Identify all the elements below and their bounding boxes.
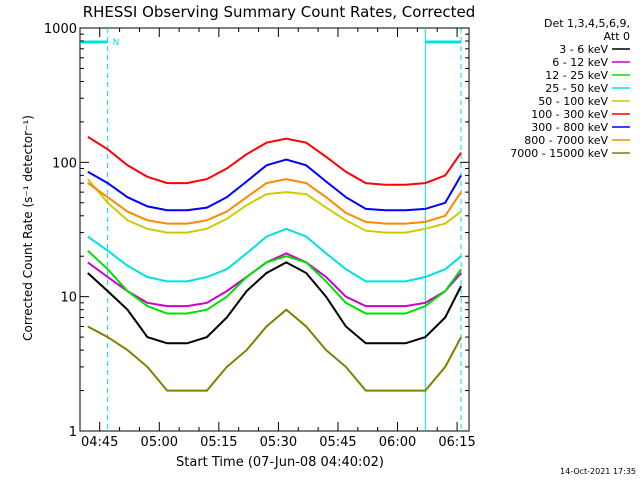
x-tick-label: 06:15: [438, 435, 475, 450]
legend-header-line-2: Att 0: [604, 30, 630, 43]
y-tick-label: 10: [60, 291, 77, 306]
annotation-layer: N: [80, 28, 462, 431]
series-line: [87, 178, 462, 234]
x-tick-label: 06:00: [379, 435, 416, 450]
series-line: [87, 178, 462, 225]
night-flag-label: N: [113, 38, 120, 48]
axis-layer: 1 10 100 1000 04:45 05:00 05:15 05:30 05:45 06:00…: [44, 22, 476, 450]
legend-entry-label: 50 - 100 keV: [538, 95, 608, 108]
series-line: [87, 158, 462, 212]
y-tick-label: 100: [52, 156, 77, 171]
y-axis-label: Corrected Count Rate (s⁻¹ detector⁻¹): [21, 115, 35, 341]
series-line: [87, 252, 462, 308]
plot-frame: [79, 27, 470, 432]
legend-entry-label: 3 - 6 keV: [559, 43, 608, 56]
legend-entry-label: 7000 - 15000 keV: [510, 147, 608, 160]
legend-entry-label: 300 - 800 keV: [531, 121, 608, 134]
series-layer: [87, 135, 462, 392]
legend-entry-label: 100 - 300 keV: [531, 108, 608, 121]
legend-entry-label: 800 - 7000 keV: [524, 134, 608, 147]
footer-date: 14-Oct-2021 17:35: [560, 467, 636, 476]
series-line: [87, 227, 462, 283]
legend-entry-label: 12 - 25 keV: [545, 69, 608, 82]
chart-title: RHESSI Observing Summary Count Rates, Co…: [83, 3, 476, 21]
x-tick-label: 05:45: [319, 435, 356, 450]
x-tick-label: 05:30: [260, 435, 297, 450]
y-tick-label: 1000: [44, 22, 77, 37]
legend-entry-label: 6 - 12 keV: [552, 56, 608, 69]
series-line: [87, 308, 462, 392]
y-tick-label: 1: [69, 425, 77, 440]
legend-entry-label: 25 - 50 keV: [545, 82, 608, 95]
x-axis-label: Start Time (07-Jun-08 04:40:02): [176, 455, 384, 470]
x-tick-label: 05:15: [200, 435, 237, 450]
series-line: [87, 135, 462, 186]
x-tick-label: 05:00: [141, 435, 178, 450]
legend-header-line-1: Det 1,3,4,5,6,9,: [544, 17, 630, 30]
series-line: [87, 261, 462, 345]
series-line: [87, 249, 462, 315]
x-tick-label: 04:45: [81, 435, 118, 450]
